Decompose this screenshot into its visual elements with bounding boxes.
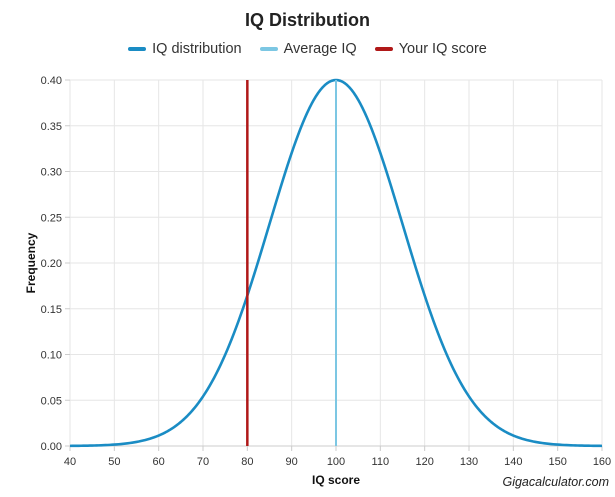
x-tick-label: 50: [108, 456, 120, 468]
x-tick-label: 90: [286, 456, 298, 468]
y-tick-label: 0.40: [41, 75, 62, 87]
x-tick-label: 80: [241, 456, 253, 468]
legend-item-iq-distribution[interactable]: IQ distribution: [128, 41, 242, 57]
legend-label-your-iq-score: Your IQ score: [398, 41, 487, 57]
legend-swatch-average-iq: [259, 47, 278, 51]
x-tick-label: 100: [327, 456, 345, 468]
x-tick-label: 130: [460, 456, 478, 468]
y-tick-label: 0.10: [41, 350, 62, 362]
x-tick-label: 40: [64, 456, 76, 468]
legend-swatch-iq-distribution: [128, 47, 147, 51]
x-tick-label: 60: [153, 456, 165, 468]
y-tick-label: 0.20: [41, 258, 62, 270]
y-axis: 0.00 0.05 0.10 0.15 0.20 0.25 0.30 0.35 0.40: [41, 75, 70, 453]
y-tick-label: 0.05: [41, 395, 62, 407]
x-axis-title: IQ score: [312, 473, 360, 487]
legend-label-iq-distribution: IQ distribution: [152, 41, 242, 57]
x-tick-label: 160: [593, 456, 611, 468]
legend: IQ distribution Average IQ Your IQ score: [0, 41, 615, 57]
y-tick-label: 0.00: [41, 441, 62, 453]
y-tick-label: 0.15: [41, 304, 62, 316]
legend-item-your-iq-score[interactable]: Your IQ score: [374, 41, 487, 57]
y-axis-title: Frequency: [24, 232, 38, 293]
x-axis: 40 50 60 70 80 90 100 110 120 130 140 150 160: [64, 445, 611, 468]
x-tick-label: 150: [548, 456, 566, 468]
chart-title: IQ Distribution: [245, 10, 370, 30]
x-tick-label: 140: [504, 456, 522, 468]
y-tick-label: 0.30: [41, 167, 62, 179]
x-tick-label: 70: [197, 456, 209, 468]
legend-label-average-iq: Average IQ: [283, 41, 357, 57]
legend-item-average-iq[interactable]: Average IQ: [259, 41, 357, 57]
legend-swatch-your-iq-score: [374, 47, 393, 51]
x-tick-label: 110: [372, 456, 390, 468]
y-tick-label: 0.25: [41, 212, 62, 224]
series-layer: [69, 78, 603, 448]
x-tick-label: 120: [415, 456, 433, 468]
y-tick-label: 0.35: [41, 121, 62, 133]
watermark: Gigacalculator.com: [502, 475, 609, 489]
